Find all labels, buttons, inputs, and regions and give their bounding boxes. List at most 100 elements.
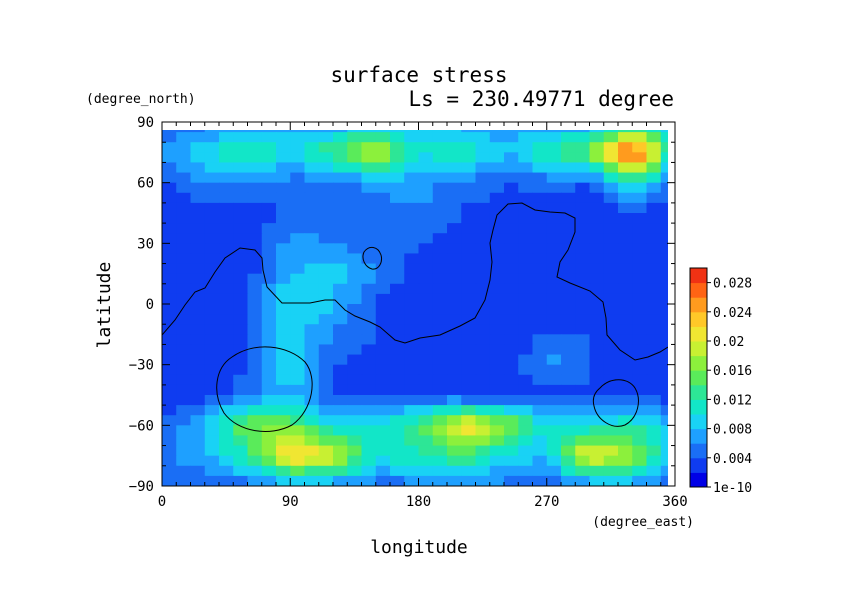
field-cell [646, 192, 662, 204]
field-cell [432, 324, 448, 335]
field-cell [418, 243, 434, 255]
field-cell [618, 435, 633, 447]
field-cell [561, 152, 576, 164]
field-cell [375, 465, 391, 477]
field-cell [660, 455, 668, 467]
field-cell [660, 172, 668, 184]
field-cell [475, 243, 491, 255]
field-cell [504, 405, 519, 416]
field-cell [646, 304, 662, 315]
field-cell [447, 465, 462, 477]
field-cell [204, 253, 220, 265]
field-cell [233, 435, 249, 447]
field-cell [375, 435, 391, 447]
field-cell [489, 152, 505, 164]
field-cell [375, 132, 391, 143]
field-cell [204, 445, 220, 457]
field-cell [261, 334, 277, 346]
field-cell [304, 283, 320, 295]
field-cell [518, 314, 534, 325]
field-cell [660, 152, 668, 164]
field-cell [361, 192, 377, 204]
field-cell [646, 263, 662, 275]
field-cell [504, 465, 519, 477]
field-cell [418, 364, 434, 376]
field-cell [646, 223, 662, 234]
field-cell [418, 435, 434, 447]
field-cell [347, 465, 363, 477]
field-cell [447, 202, 462, 214]
field-cell [575, 182, 591, 194]
field-cell [176, 324, 192, 335]
field-cell [632, 243, 648, 255]
field-cell [333, 435, 348, 447]
field-cell [404, 263, 420, 275]
field-cell [390, 374, 405, 386]
field-cell [618, 384, 633, 396]
field-cell [190, 213, 206, 224]
field-cell [247, 415, 263, 426]
field-cell [561, 202, 576, 214]
field-cell [589, 364, 605, 376]
field-cell [475, 293, 491, 305]
field-cell [432, 475, 448, 486]
field-cell [233, 314, 249, 325]
field-cell [347, 395, 363, 406]
field-cell [404, 304, 420, 315]
field-cell [176, 132, 192, 143]
field-cell [361, 152, 377, 164]
field-cell [276, 172, 291, 184]
field-cell [489, 354, 505, 366]
field-cell [561, 435, 576, 447]
field-cell [318, 132, 334, 143]
field-cell [447, 334, 462, 346]
field-cell [475, 283, 491, 295]
field-cell [375, 192, 391, 204]
field-cell [660, 395, 668, 406]
field-cell [219, 162, 234, 174]
colorbar-label: 1e-10 [713, 481, 752, 496]
field-cell [233, 243, 249, 255]
field-cell [618, 465, 633, 477]
field-cell [162, 273, 177, 285]
field-cell [247, 395, 263, 406]
field-cell [290, 445, 306, 457]
field-cell [304, 304, 320, 315]
field-cell [162, 202, 177, 214]
field-cell [333, 152, 348, 164]
field-cell [432, 243, 448, 255]
field-cell [461, 344, 477, 356]
field-cell [546, 475, 562, 486]
field-cell [347, 384, 363, 396]
field-cell [475, 384, 491, 396]
field-cell [660, 283, 668, 295]
field-cell [447, 415, 462, 426]
field-cell [660, 202, 668, 214]
field-cell [333, 142, 348, 153]
field-cell [504, 162, 519, 174]
field-cell [603, 455, 619, 467]
field-cell [247, 334, 263, 346]
field-cell [261, 364, 277, 376]
field-cell [304, 182, 320, 194]
field-cell [204, 213, 220, 224]
field-cell [603, 233, 619, 244]
field-cell [489, 304, 505, 315]
field-cell [276, 223, 291, 234]
field-cell [375, 283, 391, 295]
field-cell [318, 354, 334, 366]
field-cell [432, 152, 448, 164]
field-cell [660, 415, 668, 426]
field-cell [390, 142, 405, 153]
field-cell [233, 130, 249, 133]
field-cell [375, 314, 391, 325]
field-cell [532, 314, 548, 325]
field-cell [461, 202, 477, 214]
field-cell [646, 445, 662, 457]
field-cell [518, 132, 534, 143]
field-cell [390, 283, 405, 295]
field-cell [561, 465, 576, 477]
field-cell [204, 263, 220, 275]
field-cell [632, 374, 648, 386]
field-cell [261, 142, 277, 153]
